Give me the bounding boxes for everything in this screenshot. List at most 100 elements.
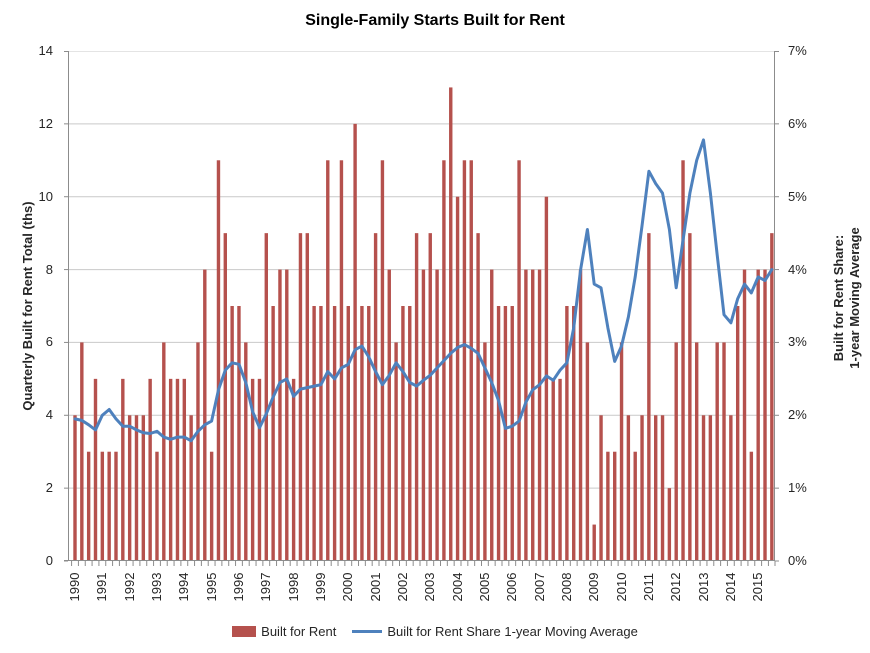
bar: [80, 342, 84, 561]
x-axis-year-label: 1994: [176, 572, 192, 602]
bar: [408, 306, 412, 561]
bar: [107, 451, 111, 561]
right-axis-tick-label: 2%: [788, 407, 807, 423]
bar: [121, 378, 125, 561]
bar: [572, 306, 576, 561]
right-axis-tick-label: 7%: [788, 43, 807, 58]
x-axis-year-label: 2007: [531, 572, 547, 602]
bar: [735, 306, 740, 561]
x-axis-year-label: 2003: [422, 572, 438, 602]
bar: [606, 451, 610, 561]
x-axis-year-label: 2006: [504, 572, 520, 602]
bar: [134, 415, 139, 561]
bar: [127, 415, 132, 561]
left-axis-title: Quarterly Built for Rent Total (ths): [20, 201, 35, 411]
bar: [667, 488, 672, 561]
bar: [633, 451, 637, 561]
bar: [626, 415, 631, 561]
bar: [435, 269, 439, 561]
bar: [401, 306, 405, 561]
left-axis-tick-label: 2: [45, 480, 53, 496]
bar: [73, 415, 77, 561]
x-axis-year-label: 1990: [67, 572, 82, 602]
legend: Built for Rent Built for Rent Share 1-ye…: [0, 624, 870, 639]
bar: [469, 160, 473, 561]
bar: [367, 306, 371, 561]
bar: [578, 269, 583, 561]
x-axis-year-label: 2009: [586, 572, 602, 602]
bar: [394, 342, 398, 561]
bar: [93, 378, 98, 561]
bar: [742, 269, 747, 561]
chart-svg: [64, 51, 779, 566]
legend-label-line: Built for Rent Share 1-year Moving Avera…: [387, 624, 638, 639]
legend-label-bar: Built for Rent: [261, 624, 337, 639]
x-axis-year-label: 2013: [695, 572, 711, 602]
bar: [209, 451, 214, 561]
x-axis-year-label: 1991: [94, 572, 110, 602]
bar: [565, 306, 569, 561]
bar: [449, 87, 453, 561]
bar: [148, 378, 152, 561]
x-axis-year-label: 2012: [668, 572, 684, 602]
line-series-swatch: [352, 630, 383, 633]
x-axis-year-label: 1995: [203, 572, 219, 602]
bar: [674, 342, 678, 561]
bar: [278, 269, 282, 561]
bar: [414, 233, 419, 561]
left-axis-tick-label: 6: [45, 334, 53, 350]
bar: [203, 269, 207, 561]
bar: [312, 306, 316, 561]
x-axis-year-label: 1997: [258, 572, 274, 602]
bar: [216, 160, 221, 561]
x-axis-year-label: 2015: [750, 572, 766, 602]
bar: [421, 269, 426, 561]
x-axis-year-label: 1993: [148, 572, 164, 602]
bar: [237, 306, 241, 561]
x-axis-year-label: 2011: [640, 573, 656, 601]
right-axis-title-line1: Built for Rent Share:: [831, 234, 846, 362]
bar: [346, 306, 350, 561]
bar: [353, 123, 357, 561]
bar: [517, 160, 521, 561]
right-axis-tick-label: 4%: [788, 261, 807, 277]
bar: [694, 342, 699, 561]
bar: [168, 378, 173, 561]
bar: [701, 415, 706, 561]
bar: [196, 342, 200, 561]
right-axis-title: Built for Rent Share: 1-year Moving Aver…: [831, 193, 863, 403]
bar: [654, 415, 658, 561]
bar: [599, 415, 603, 561]
bar: [619, 342, 624, 561]
bar: [722, 342, 726, 561]
bar: [373, 233, 378, 561]
bar: [319, 306, 323, 561]
legend-item-line: Built for Rent Share 1-year Moving Avera…: [352, 624, 638, 639]
bar: [462, 160, 467, 561]
right-axis-tick-label: 6%: [788, 115, 807, 131]
bar: [715, 342, 719, 561]
moving-average-line: [73, 138, 774, 443]
bar: [749, 451, 754, 561]
bar: [257, 378, 262, 561]
bar: [86, 451, 91, 561]
bar: [298, 233, 303, 561]
x-axis-year-label: 2002: [394, 572, 410, 602]
right-axis-title-line2: 1-year Moving Average: [847, 227, 862, 369]
bar: [490, 269, 494, 561]
x-axis-year-label: 2005: [476, 572, 492, 602]
bar: [613, 451, 617, 561]
legend-item-bar: Built for Rent: [232, 624, 336, 639]
x-axis-year-label: 1992: [121, 572, 137, 602]
bar: [763, 269, 767, 561]
bar: [189, 415, 193, 561]
bar: [182, 378, 187, 561]
left-axis-tick-label: 10: [38, 188, 53, 204]
bar: [647, 233, 651, 561]
bar: [326, 160, 330, 561]
right-axis-tick-label: 1%: [788, 480, 807, 496]
bar: [524, 269, 528, 561]
bar: [332, 306, 337, 561]
bar: [660, 415, 665, 561]
